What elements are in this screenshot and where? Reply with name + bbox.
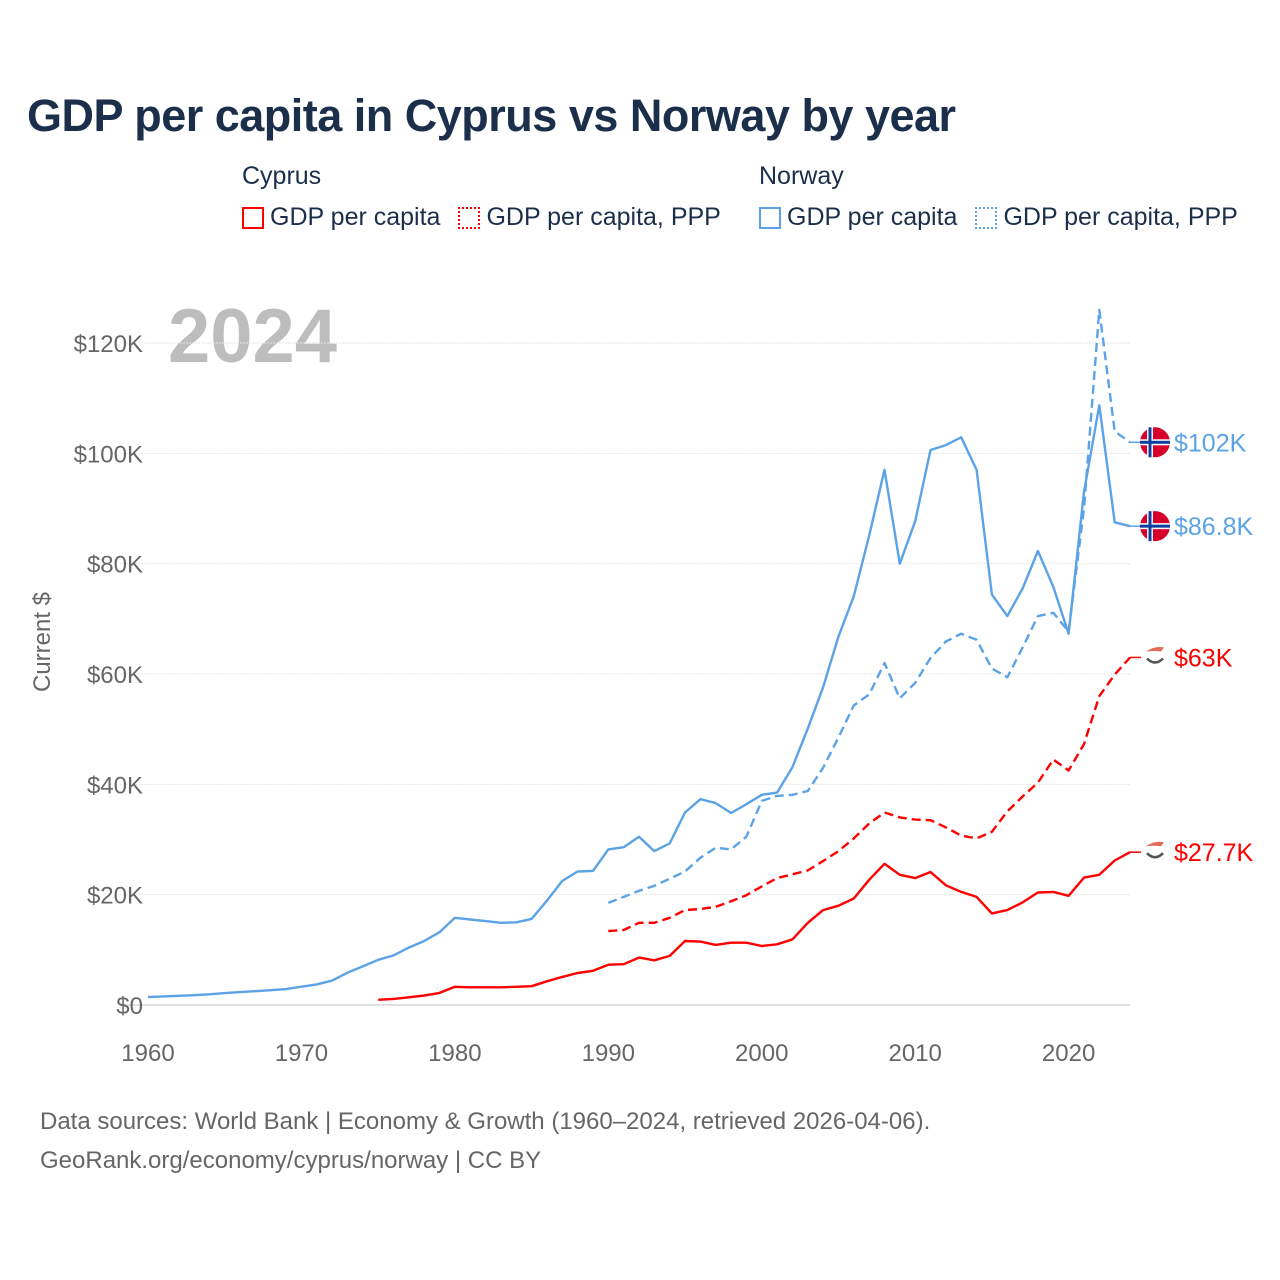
x-tick-label: 2000 xyxy=(735,1040,788,1067)
norway-flag-icon xyxy=(1140,440,1170,444)
legend-label: GDP per capita xyxy=(270,203,441,231)
y-tick-label: $40K xyxy=(87,772,143,799)
y-tick-label: $60K xyxy=(87,662,143,689)
series-line xyxy=(608,656,1131,933)
legend-group-cyprus: Cyprus GDP per capita GDP per capita, PP… xyxy=(242,162,721,232)
x-tick-label: 1990 xyxy=(582,1040,635,1067)
legend-label: GDP per capita xyxy=(787,203,958,231)
legend-label: GDP per capita, PPP xyxy=(1003,203,1238,231)
footer-sources: Data sources: World Bank | Economy & Gro… xyxy=(40,1108,931,1135)
legend-item-cyprus-gdp[interactable]: GDP per capita xyxy=(242,203,440,232)
cyprus-flag-icon xyxy=(1146,657,1164,664)
cyprus-flag-icon xyxy=(1146,841,1164,847)
cyprus-flag-icon xyxy=(1146,852,1164,859)
end-value-label: $63K xyxy=(1174,644,1233,672)
legend-swatch xyxy=(242,206,264,229)
chart-title: GDP per capita in Cyprus vs Norway by ye… xyxy=(27,90,956,141)
y-tick-label: $20K xyxy=(87,883,143,910)
year-watermark: 2024 xyxy=(168,294,337,379)
norway-flag-icon xyxy=(1140,524,1170,528)
x-tick-label: 1980 xyxy=(428,1040,481,1067)
footer-link[interactable]: GeoRank.org/economy/cyprus/norway | CC B… xyxy=(40,1147,542,1174)
cyprus-flag-icon xyxy=(1146,646,1164,652)
y-tick-label: $0 xyxy=(116,993,143,1020)
legend-item-norway-gdp[interactable]: GDP per capita xyxy=(759,203,957,232)
end-value-label: $27.7K xyxy=(1174,839,1254,867)
legend-group-title: Norway xyxy=(759,162,844,190)
legend-label: GDP per capita, PPP xyxy=(486,203,721,231)
end-value-label: $102K xyxy=(1174,429,1247,457)
x-tick-label: 1960 xyxy=(121,1040,174,1067)
end-value-label: $86.8K xyxy=(1174,513,1254,541)
x-tick-label: 1970 xyxy=(275,1040,328,1067)
y-tick-label: $120K xyxy=(74,331,143,358)
y-tick-label: $100K xyxy=(74,441,143,468)
y-tick-label: $80K xyxy=(87,552,143,579)
legend-swatch xyxy=(458,206,481,229)
legend-swatch xyxy=(975,206,998,229)
series-line xyxy=(378,851,1131,1001)
series-line xyxy=(147,404,1131,999)
legend-item-norway-ppp[interactable]: GDP per capita, PPP xyxy=(975,203,1238,232)
series-line xyxy=(607,308,1131,905)
legend-group-title: Cyprus xyxy=(242,162,322,190)
y-axis-label: Current $ xyxy=(29,592,56,692)
legend-item-cyprus-ppp[interactable]: GDP per capita, PPP xyxy=(458,203,721,232)
x-tick-label: 2020 xyxy=(1042,1040,1095,1067)
x-tick-label: 2010 xyxy=(888,1040,941,1067)
legend-group-norway: Norway GDP per capita GDP per capita, PP… xyxy=(759,162,1238,232)
legend-swatch xyxy=(759,206,781,229)
